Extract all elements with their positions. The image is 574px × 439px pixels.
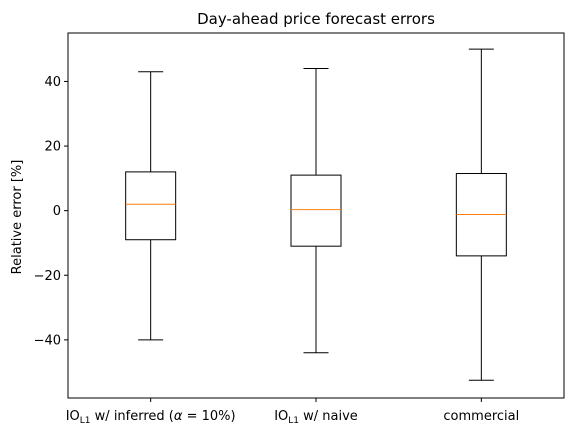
box-group-3 <box>455 48 507 381</box>
x-tick-label-subscript: L1 <box>288 416 299 426</box>
y-axis-label: Relative error [%] <box>10 160 25 275</box>
x-tick-label-subscript: L1 <box>80 416 91 426</box>
x-axis-ticks: IOL1 w/ inferred (α = 10%) IOL1 w/ naive c… <box>66 398 519 426</box>
x-tick-label-symbol: α <box>174 409 183 424</box>
box-group-2 <box>290 68 342 354</box>
x-tick-label-text: commercial <box>443 409 519 424</box>
y-axis-ticks: −40 −20 0 20 40 <box>34 75 68 348</box>
plot-area <box>125 48 507 381</box>
x-tick-label-base: IO <box>66 409 80 424</box>
y-tick-label: 0 <box>53 204 61 219</box>
iqr-box <box>125 171 177 241</box>
x-tick-label-text: w/ naive <box>299 409 358 424</box>
y-tick-label: −40 <box>34 333 61 348</box>
y-tick-label: 40 <box>44 75 61 90</box>
box-group-1 <box>125 71 177 341</box>
chart-title: Day-ahead price forecast errors <box>197 10 435 28</box>
x-tick-label-suffix: = 10%) <box>182 409 235 424</box>
y-tick-label: −20 <box>34 269 61 284</box>
y-tick-label: 20 <box>44 140 61 155</box>
x-tick-label: IOL1 w/ inferred (α = 10%) <box>66 409 236 426</box>
x-tick-label: IOL1 w/ naive <box>274 409 358 426</box>
x-tick-label-text: w/ inferred ( <box>91 409 174 424</box>
iqr-box <box>290 174 342 247</box>
x-tick-label-base: IO <box>274 409 288 424</box>
x-tick-label: commercial <box>443 409 519 424</box>
